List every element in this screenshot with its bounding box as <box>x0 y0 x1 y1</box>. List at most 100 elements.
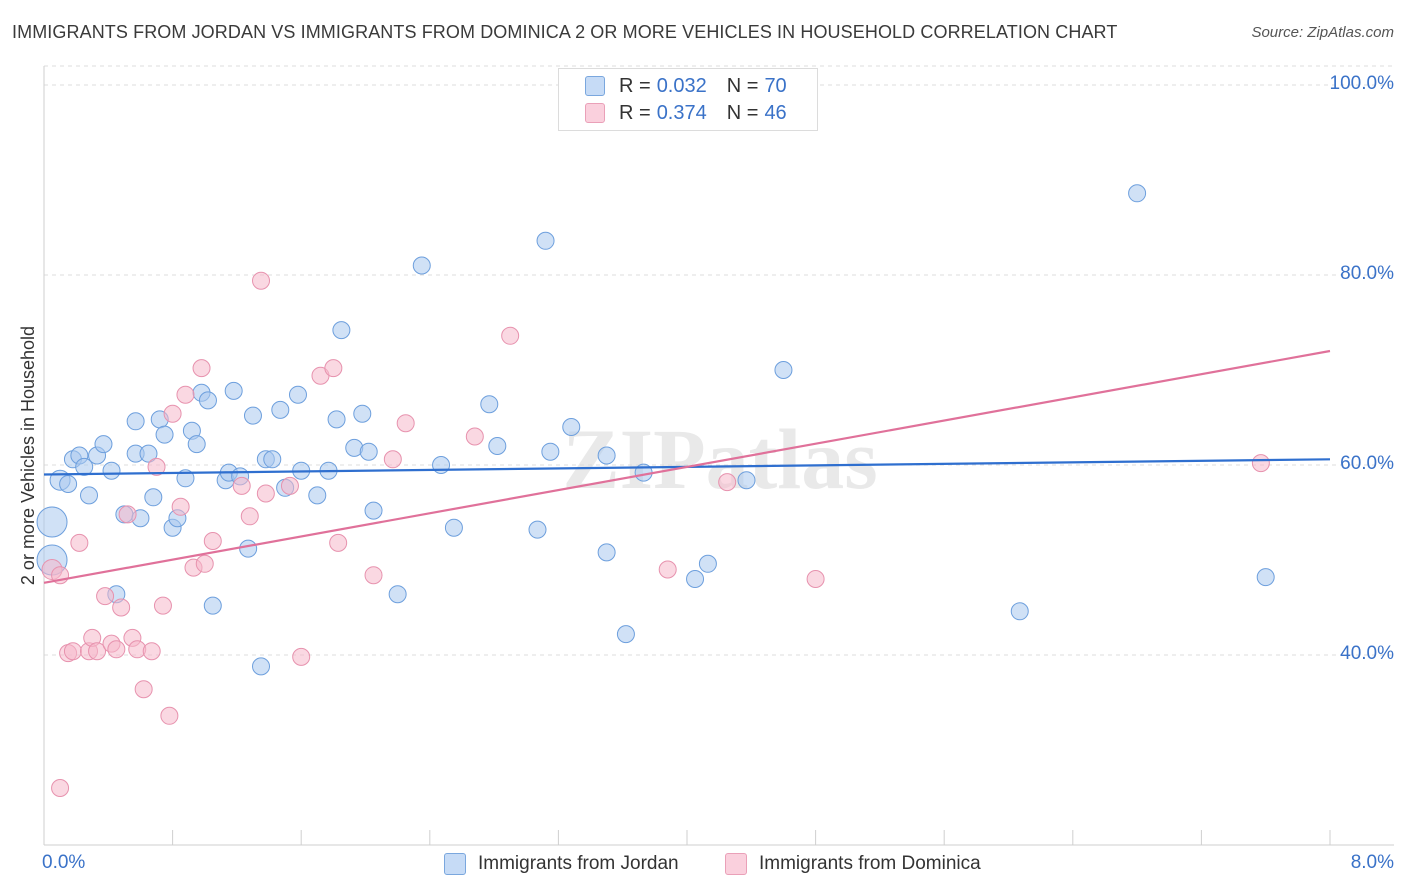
trend-line <box>43 349 1331 584</box>
data-point <box>195 554 214 573</box>
data-point <box>198 391 217 410</box>
data-point <box>288 385 307 404</box>
data-point <box>388 585 407 604</box>
data-point <box>240 507 259 526</box>
x-tick-max: 8.0% <box>1350 852 1394 873</box>
data-point <box>80 486 99 505</box>
legend-r-label: R = <box>619 101 651 124</box>
bottom-legend-swatch-dominica <box>725 853 747 875</box>
data-point <box>144 488 163 507</box>
data-point <box>1010 602 1029 621</box>
correlation-legend: R = 0.032 N = 70 R = 0.374 N = 46 <box>558 68 818 131</box>
data-point <box>488 437 507 455</box>
legend-swatch-dominica <box>585 103 605 123</box>
data-point <box>142 642 161 661</box>
data-point <box>562 418 581 436</box>
data-point <box>63 642 82 661</box>
y-tick-label: 60.0% <box>1340 453 1394 474</box>
data-point <box>1128 184 1147 203</box>
data-point <box>192 359 211 378</box>
y-tick-label: 80.0% <box>1340 263 1394 284</box>
data-point <box>155 425 174 444</box>
y-tick-label: 40.0% <box>1340 643 1394 664</box>
data-point <box>271 400 290 419</box>
data-point <box>147 457 166 476</box>
data-point <box>774 361 793 379</box>
data-point <box>658 560 677 579</box>
data-point <box>465 427 484 446</box>
data-point <box>412 256 431 275</box>
data-point <box>1251 454 1270 473</box>
data-point <box>597 446 616 465</box>
data-point <box>224 381 243 400</box>
data-point <box>480 395 499 414</box>
data-point <box>597 543 616 562</box>
data-point <box>107 640 126 659</box>
data-point <box>160 706 179 725</box>
bottom-legend-swatch-jordan <box>444 853 466 875</box>
chart-title: IMMIGRANTS FROM JORDAN VS IMMIGRANTS FRO… <box>12 22 1118 42</box>
bottom-legend-label-jordan: Immigrants from Jordan <box>478 853 679 874</box>
data-point <box>134 680 153 699</box>
data-point <box>112 598 131 617</box>
series-dominica-points <box>41 271 1270 797</box>
data-point <box>75 457 94 476</box>
data-point <box>501 326 520 345</box>
trend-lines <box>43 349 1331 584</box>
data-point <box>203 532 222 550</box>
data-point <box>118 505 137 524</box>
data-point <box>187 435 206 454</box>
data-point <box>176 385 195 404</box>
data-point <box>232 476 251 495</box>
legend-r-label: R = <box>619 74 651 97</box>
data-point <box>139 444 158 463</box>
data-point <box>163 404 182 423</box>
data-point <box>536 231 555 250</box>
legend-r-value: 0.374 <box>656 101 707 124</box>
data-point <box>353 404 372 423</box>
data-point <box>364 501 383 520</box>
data-point <box>280 476 299 495</box>
data-point <box>59 475 78 493</box>
data-point <box>243 406 262 425</box>
data-point <box>292 647 311 666</box>
data-point <box>686 570 705 588</box>
data-point <box>96 587 115 606</box>
data-point <box>541 442 560 461</box>
data-point <box>329 533 348 552</box>
source-credit: Source: ZipAtlas.com <box>1251 24 1394 41</box>
legend-row-dominica: R = 0.374 N = 46 <box>585 100 807 126</box>
data-point <box>444 518 463 537</box>
data-point <box>252 271 271 290</box>
data-point <box>256 484 275 503</box>
legend-row-jordan: R = 0.032 N = 70 <box>585 73 807 99</box>
data-point <box>718 473 737 492</box>
data-point <box>327 410 346 429</box>
bottom-legend-jordan: Immigrants from Jordan <box>444 851 679 877</box>
data-point <box>308 486 327 505</box>
data-point <box>94 435 113 454</box>
data-point <box>70 533 89 552</box>
data-point <box>36 506 68 538</box>
data-point <box>383 450 402 469</box>
bottom-legend-dominica: Immigrants from Dominica <box>725 851 981 877</box>
legend-n-label: N = <box>726 74 759 97</box>
data-point <box>171 497 190 516</box>
data-point <box>102 461 121 480</box>
legend-r-value: 0.032 <box>656 74 707 97</box>
data-point <box>806 570 825 588</box>
data-point <box>176 469 195 488</box>
data-point <box>153 596 172 615</box>
data-point <box>51 779 70 797</box>
data-point <box>324 359 343 378</box>
data-point <box>203 596 222 615</box>
data-point <box>737 471 756 490</box>
data-point <box>616 625 635 644</box>
data-point <box>332 321 351 340</box>
grid-lines <box>44 65 1394 656</box>
data-point <box>698 554 717 573</box>
legend-swatch-jordan <box>585 76 605 96</box>
legend-n-label: N = <box>726 101 759 124</box>
y-tick-label: 100.0% <box>1329 73 1394 94</box>
data-point <box>364 566 383 585</box>
